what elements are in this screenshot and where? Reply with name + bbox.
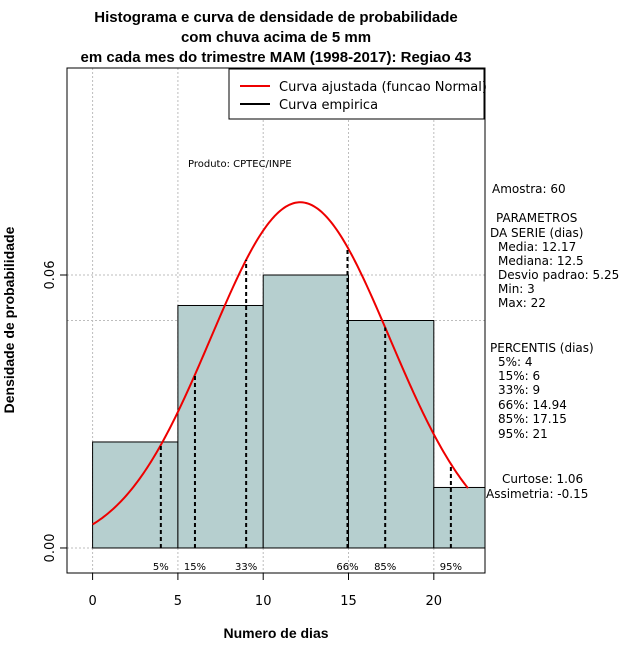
fitted-normal-curve	[92, 201, 469, 526]
param-min: Min: 3	[498, 282, 535, 296]
percentil-85: 85%: 17.15	[498, 412, 567, 426]
percentile-label: 95%	[440, 562, 462, 573]
percentil-5: 5%: 4	[498, 355, 533, 369]
legend-box	[228, 68, 485, 120]
chart-title-line-3: em cada mes do trimestre MAM (1998-2017)…	[81, 49, 472, 66]
histogram-bar	[262, 274, 350, 549]
x-tick-label: 5	[174, 594, 182, 609]
fitted-curve	[92, 201, 469, 526]
curtose-text: Curtose: 1.06	[502, 472, 583, 486]
legend: Curva ajustada (funcao Normal) Curva emp…	[228, 68, 487, 120]
histogram-bar	[92, 441, 179, 549]
amostra-text: Amostra: 60	[492, 182, 566, 196]
chart-title-line-1: Histograma e curva de densidade de proba…	[94, 9, 457, 26]
histogram-bar	[177, 304, 264, 549]
x-tick-label: 15	[340, 594, 357, 609]
param-media: Media: 12.17	[498, 240, 576, 254]
produto-label: Produto: CPTEC/INPE	[188, 159, 292, 170]
y-tick-label: 0.00	[43, 534, 58, 563]
histogram-bar	[348, 320, 435, 549]
plot-frame	[66, 67, 486, 574]
percentile-label: 66%	[336, 562, 358, 573]
percentile-label: 15%	[184, 562, 206, 573]
stats-panel: Amostra: 60 PARAMETROS DA SERIE (dias) M…	[486, 182, 619, 501]
x-tick-label: 10	[255, 594, 272, 609]
y-tick-label: 0.06	[43, 261, 58, 290]
histogram-bars	[92, 274, 486, 549]
chart-title-line-2: com chuva acima de 5 mm	[181, 29, 371, 46]
percentile-label: 85%	[374, 562, 396, 573]
param-max: Max: 22	[498, 296, 546, 310]
y-axis-title: Densidade de probabilidade	[1, 226, 17, 413]
legend-label-empirical: Curva empirica	[279, 98, 378, 113]
parametros-title-2: DA SERIE (dias)	[490, 226, 583, 240]
percentil-15: 15%: 6	[498, 369, 540, 383]
percentil-66: 66%: 14.94	[498, 398, 567, 412]
percentile-label: 33%	[235, 562, 257, 573]
parametros-title-1: PARAMETROS	[496, 211, 577, 225]
param-desvio: Desvio padrao: 5.25	[498, 268, 619, 282]
param-mediana: Mediana: 12.5	[498, 254, 584, 268]
x-axis-title: Numero de dias	[223, 625, 328, 641]
x-tick-label: 20	[426, 594, 443, 609]
assimetria-text: Assimetria: -0.15	[486, 487, 588, 501]
histogram-bar	[433, 486, 486, 549]
axes: 0 5 10 15 20 0.00 0.06	[43, 261, 442, 609]
percentil-33: 33%: 9	[498, 383, 540, 397]
legend-label-fitted: Curva ajustada (funcao Normal)	[279, 80, 487, 95]
x-tick-label: 0	[88, 594, 96, 609]
percentil-95: 95%: 21	[498, 427, 548, 441]
percentile-label: 5%	[153, 562, 169, 573]
percentile-lines: 5% 15% 33% 66% 85% 95%	[153, 247, 462, 573]
percentis-title: PERCENTIS (dias)	[490, 341, 594, 355]
